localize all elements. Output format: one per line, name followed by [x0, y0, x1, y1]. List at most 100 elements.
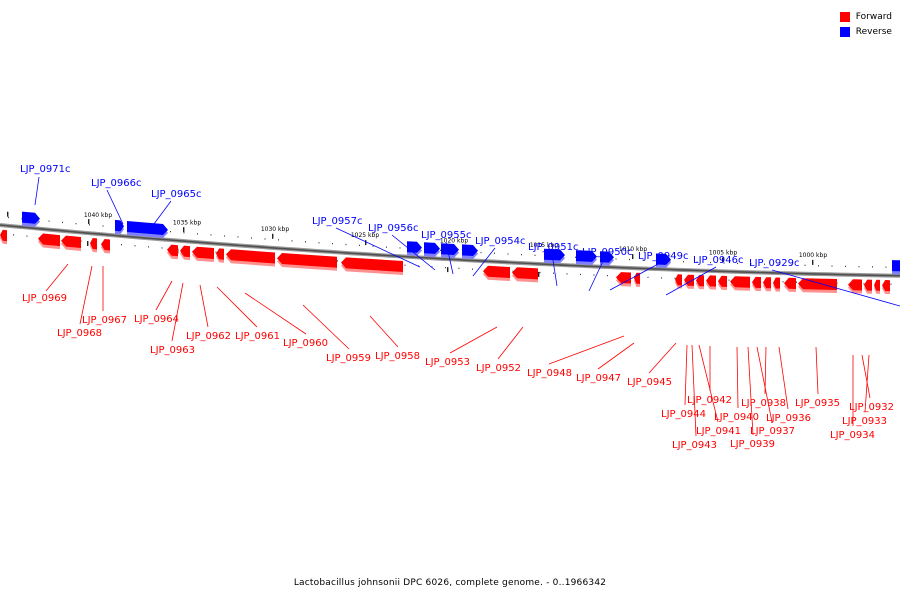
- gene-label: LJP_0967: [82, 315, 127, 326]
- minor-tick: [251, 237, 252, 239]
- gene-label: LJP_0945: [627, 377, 672, 388]
- minor-tick: [264, 238, 266, 240]
- reverse-gene-block: [127, 221, 168, 235]
- minor-tick: [796, 281, 797, 283]
- minor-tick: [661, 277, 662, 279]
- minor-tick: [629, 258, 630, 261]
- forward-gene-block: [864, 279, 872, 291]
- minor-tick: [372, 245, 374, 247]
- kbp-tick-label: 1040 kbp: [84, 212, 112, 219]
- forward-gene-block: [763, 277, 771, 289]
- minor-tick: [26, 235, 28, 237]
- minor-tick: [777, 264, 779, 266]
- gene-label: LJP_0963: [150, 345, 195, 356]
- kbp-tick-label: 1030 kbp: [261, 226, 289, 233]
- minor-tick: [318, 242, 320, 244]
- minor-tick: [386, 246, 387, 248]
- minor-tick: [89, 224, 90, 226]
- leader-line: [597, 342, 635, 370]
- gene-label: LJP_0936: [766, 413, 811, 424]
- minor-tick: [13, 234, 14, 236]
- gene-label: LJP_0948: [527, 368, 572, 379]
- forward-gene-block: [512, 267, 538, 280]
- reverse-gene-block: [115, 219, 124, 232]
- minor-tick: [62, 221, 63, 224]
- forward-gene-block: [90, 238, 97, 250]
- forward-gene-block: [101, 239, 110, 251]
- forward-gene-block: [675, 274, 682, 286]
- gene-label: LJP_0962: [186, 331, 231, 342]
- minor-tick: [404, 264, 406, 266]
- minor-tick: [458, 267, 460, 269]
- minor-tick: [337, 260, 338, 262]
- gene-label: LJP_0959: [326, 353, 371, 364]
- gene-label: LJP_0938: [741, 398, 786, 409]
- minor-tick: [750, 263, 752, 265]
- minor-tick: [539, 271, 541, 274]
- forward-gene-block: [706, 275, 716, 287]
- leader-line: [497, 326, 524, 360]
- major-tick: [632, 254, 634, 260]
- gene-label: LJP_0934: [830, 430, 875, 441]
- leader-line: [472, 247, 496, 277]
- minor-tick: [332, 243, 333, 245]
- leader-line: [665, 266, 717, 296]
- minor-tick: [580, 273, 581, 276]
- minor-tick: [782, 281, 784, 283]
- leader-line: [756, 346, 773, 423]
- gene-label: LJP_0956c: [368, 223, 419, 234]
- minor-tick: [890, 283, 892, 285]
- minor-tick: [75, 223, 77, 225]
- legend-reverse: Reverse: [839, 24, 892, 39]
- forward-gene-block: [483, 265, 510, 278]
- leader-line: [588, 258, 605, 292]
- forward-gene-block: [752, 276, 761, 288]
- minor-tick: [872, 266, 873, 268]
- forward-gene-block: [784, 277, 796, 289]
- leader-line: [698, 344, 719, 423]
- minor-tick: [278, 239, 279, 241]
- reverse-swatch: [839, 26, 850, 37]
- minor-tick: [494, 252, 495, 254]
- minor-tick: [305, 241, 306, 243]
- minor-tick: [845, 265, 846, 267]
- minor-tick: [615, 258, 617, 260]
- kbp-tick-label: 1015 kbp: [530, 242, 558, 249]
- minor-tick: [148, 246, 149, 248]
- minor-tick: [215, 251, 217, 253]
- legend-forward-label: Forward: [855, 11, 892, 22]
- leader-line: [778, 346, 789, 410]
- minor-tick: [764, 263, 765, 265]
- minor-tick: [575, 256, 576, 258]
- leader-line: [150, 200, 172, 229]
- leader-line: [815, 346, 819, 395]
- reverse-gene-block: [544, 248, 565, 261]
- minor-tick: [723, 262, 725, 264]
- forward-gene-block: [61, 235, 81, 248]
- gene-label: LJP_0950c: [582, 247, 633, 258]
- gene-label: LJP_0968: [57, 328, 102, 339]
- forward-gene-block: [180, 245, 190, 258]
- gene-label: LJP_0929c: [749, 258, 800, 269]
- forward-gene-block: [216, 248, 224, 260]
- kbp-tick-label: 1025 kbp: [351, 232, 379, 239]
- major-tick: [722, 257, 724, 263]
- gene-label: LJP_0944: [661, 409, 706, 420]
- minor-tick: [818, 265, 819, 267]
- minor-tick: [359, 244, 360, 246]
- minor-tick: [170, 231, 171, 233]
- forward-swatch: [839, 11, 850, 22]
- major-tick: [447, 267, 449, 273]
- gene-label: LJP_0946c: [693, 255, 744, 266]
- forward-gene-block: [773, 277, 780, 289]
- leader-line: [648, 342, 677, 374]
- gene-label: LJP_0935: [795, 398, 840, 409]
- reverse-gene-block: [656, 253, 671, 265]
- minor-tick: [440, 249, 441, 251]
- gene-label: LJP_0932: [849, 402, 894, 413]
- reverse-gene-block: [22, 211, 40, 224]
- leader-line: [216, 286, 258, 328]
- minor-tick: [507, 253, 509, 255]
- forward-gene-block: [882, 280, 890, 292]
- gene-label: LJP_0943: [672, 440, 717, 451]
